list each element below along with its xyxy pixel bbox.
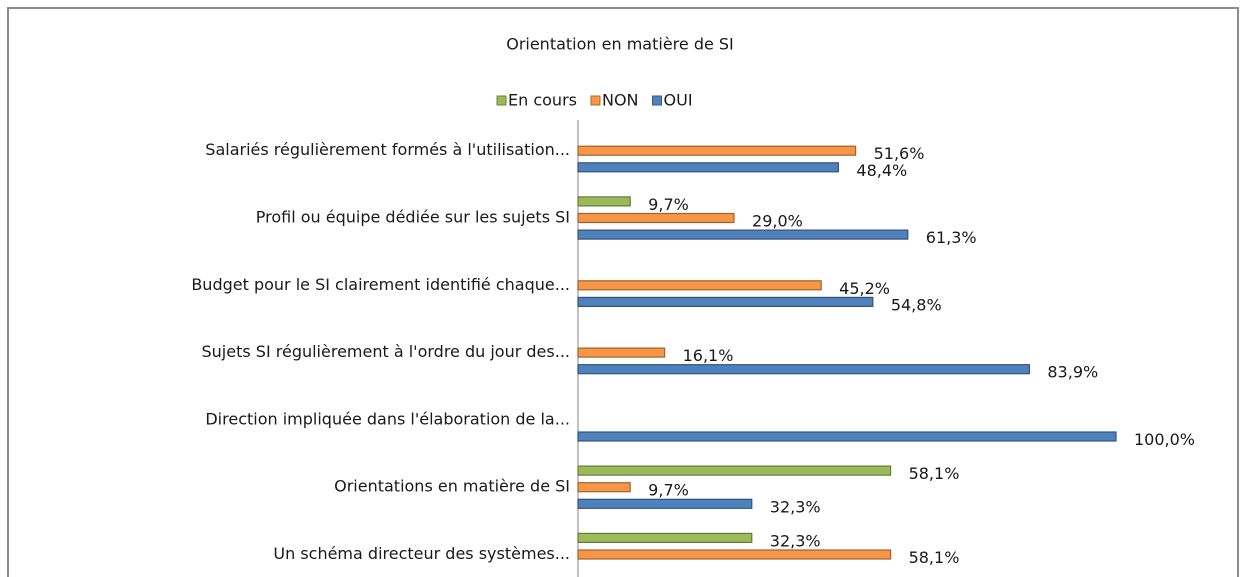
- bar: [577, 498, 753, 509]
- data-label: 48,4%: [856, 161, 907, 180]
- legend-label: OUI: [664, 91, 693, 110]
- bar: [577, 145, 857, 156]
- data-label: 45,2%: [839, 279, 890, 298]
- data-label: 29,0%: [752, 212, 803, 231]
- bar: [577, 482, 631, 493]
- bar: [577, 364, 1030, 375]
- bar: [577, 549, 892, 560]
- bar: [577, 465, 892, 476]
- category-label: Budget pour le SI clairement identifié c…: [191, 275, 570, 294]
- data-label: 61,3%: [926, 228, 977, 247]
- data-label: 100,0%: [1134, 430, 1195, 449]
- legend-swatch: [652, 95, 663, 106]
- data-label: 58,1%: [909, 464, 960, 483]
- data-label: 54,8%: [891, 295, 942, 314]
- data-label: 32,3%: [770, 531, 821, 550]
- legend-label: En cours: [508, 91, 577, 110]
- data-label: 32,3%: [770, 497, 821, 516]
- data-label: 58,1%: [909, 548, 960, 567]
- data-label: 51,6%: [874, 144, 925, 163]
- category-label: Orientations en matière de SI: [334, 477, 570, 496]
- legend-label: NON: [602, 91, 639, 110]
- bar: [577, 532, 753, 544]
- category-label: Sujets SI régulièrement à l'ordre du jou…: [202, 342, 571, 361]
- bar: [577, 431, 1117, 442]
- bar: [577, 212, 735, 224]
- category-label: Salariés régulièrement formés à l'utilis…: [205, 140, 570, 159]
- data-label: 16,1%: [683, 346, 734, 365]
- data-label: 9,7%: [648, 195, 689, 214]
- data-label: 9,7%: [648, 481, 689, 500]
- bar: [577, 196, 631, 207]
- bar: [577, 162, 839, 173]
- legend-swatch: [590, 95, 601, 106]
- bar: [577, 229, 909, 240]
- chart-title: Orientation en matière de SI: [506, 35, 734, 54]
- bar: [577, 347, 666, 358]
- category-label: Profil ou équipe dédiée sur les sujets S…: [256, 208, 570, 227]
- data-label: 83,9%: [1047, 363, 1098, 382]
- legend-swatch: [496, 95, 507, 106]
- bar: [577, 280, 822, 291]
- bar: [577, 296, 874, 307]
- category-label: Un schéma directeur des systèmes...: [273, 544, 570, 563]
- category-label: Direction impliquée dans l'élaboration d…: [205, 409, 570, 428]
